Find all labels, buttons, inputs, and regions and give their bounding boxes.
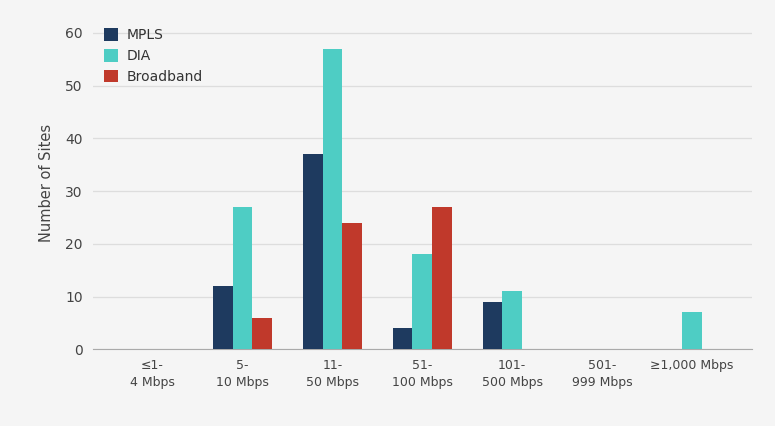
Bar [393,328,412,349]
Legend: MPLS, DIA, Broadband: MPLS, DIA, Broadband [100,24,207,88]
Bar [502,291,522,349]
Bar [682,312,702,349]
Bar [303,154,322,349]
Bar [322,49,343,349]
Bar [432,207,452,349]
Bar [253,318,272,349]
Bar [343,223,362,349]
Y-axis label: Number of Sites: Number of Sites [39,124,53,242]
Bar [213,286,232,349]
Bar [232,207,253,349]
Bar [483,302,502,349]
Bar [412,254,432,349]
